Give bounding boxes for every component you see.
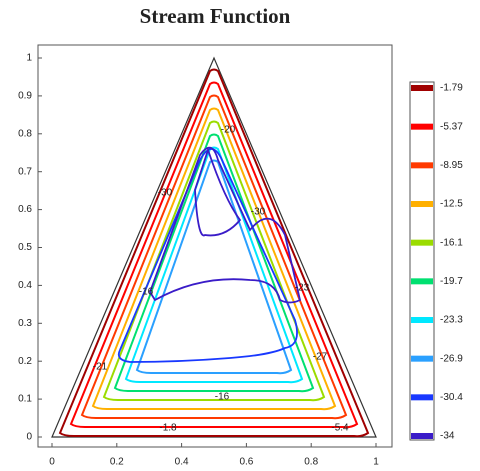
y-tick-label: 0.4 bbox=[18, 280, 32, 291]
chart-title: Stream Function bbox=[140, 4, 291, 28]
contour-line bbox=[117, 148, 298, 363]
y-tick-label: 0.7 bbox=[18, 166, 32, 177]
x-tick-label: 0.2 bbox=[110, 457, 124, 468]
contour-line bbox=[124, 146, 304, 384]
contour-label: -1.8 bbox=[159, 423, 177, 434]
y-tick-label: 0.3 bbox=[18, 318, 32, 329]
y-tick-label: 0.8 bbox=[18, 128, 32, 139]
colorbar-label: -30.4 bbox=[440, 392, 463, 403]
contour-label: -16 bbox=[215, 392, 230, 403]
contour-label: -30 bbox=[158, 188, 173, 199]
contour-label: -21 bbox=[93, 362, 108, 373]
y-tick-label: 0.6 bbox=[18, 204, 32, 215]
colorbar-label: -5.37 bbox=[440, 121, 463, 132]
contour-line bbox=[91, 107, 337, 411]
contour-line bbox=[102, 120, 326, 402]
contour-label: -5.4 bbox=[331, 423, 349, 434]
y-tick-label: 0 bbox=[26, 432, 32, 443]
x-tick-label: 0.8 bbox=[304, 457, 318, 468]
colorbar-swatch bbox=[411, 394, 433, 401]
y-tick-label: 0.2 bbox=[18, 356, 32, 367]
contour-label: -27 bbox=[313, 352, 328, 363]
contour-line bbox=[69, 81, 359, 429]
colorbar-label: -1.79 bbox=[440, 83, 463, 94]
colorbar-swatch bbox=[411, 201, 433, 207]
y-tick-label: 0.9 bbox=[18, 91, 32, 102]
contour-label: -23 bbox=[295, 283, 310, 294]
colorbar-label: -26.9 bbox=[440, 353, 463, 364]
x-tick-label: 0.6 bbox=[239, 457, 253, 468]
colorbar-label: -34 bbox=[440, 431, 455, 442]
colorbar-label: -16.1 bbox=[440, 237, 463, 248]
colorbar-swatch bbox=[411, 317, 433, 323]
contour-line bbox=[58, 68, 370, 438]
colorbar-label: -23.3 bbox=[440, 315, 463, 326]
colorbar-frame bbox=[409, 81, 435, 441]
x-tick-label: 1 bbox=[373, 457, 379, 468]
colorbar-swatch bbox=[411, 433, 433, 439]
colorbar-swatch bbox=[411, 162, 433, 169]
colorbar-swatch bbox=[411, 355, 433, 362]
colorbar-swatch bbox=[411, 239, 433, 246]
colorbar-swatch bbox=[411, 123, 433, 130]
contour-line bbox=[113, 133, 315, 393]
contour-label: -20 bbox=[221, 125, 236, 136]
contour-line bbox=[135, 159, 293, 375]
colorbar-label: -19.7 bbox=[440, 276, 463, 287]
y-tick-label: 0.5 bbox=[18, 242, 32, 253]
y-tick-label: 1 bbox=[26, 53, 32, 64]
contour-label: -16 bbox=[139, 287, 154, 298]
colorbar-label: -12.5 bbox=[440, 199, 463, 210]
contour-line bbox=[149, 146, 302, 304]
colorbar-label: -8.95 bbox=[440, 160, 463, 171]
colorbar-swatch bbox=[411, 278, 433, 285]
contour-label: -30 bbox=[251, 207, 266, 218]
x-tick-label: 0 bbox=[49, 457, 55, 468]
contour-line bbox=[80, 94, 348, 420]
x-tick-label: 0.4 bbox=[175, 457, 189, 468]
y-tick-label: 0.1 bbox=[18, 394, 32, 405]
plot-frame bbox=[37, 44, 393, 448]
colorbar-swatch bbox=[411, 85, 433, 91]
